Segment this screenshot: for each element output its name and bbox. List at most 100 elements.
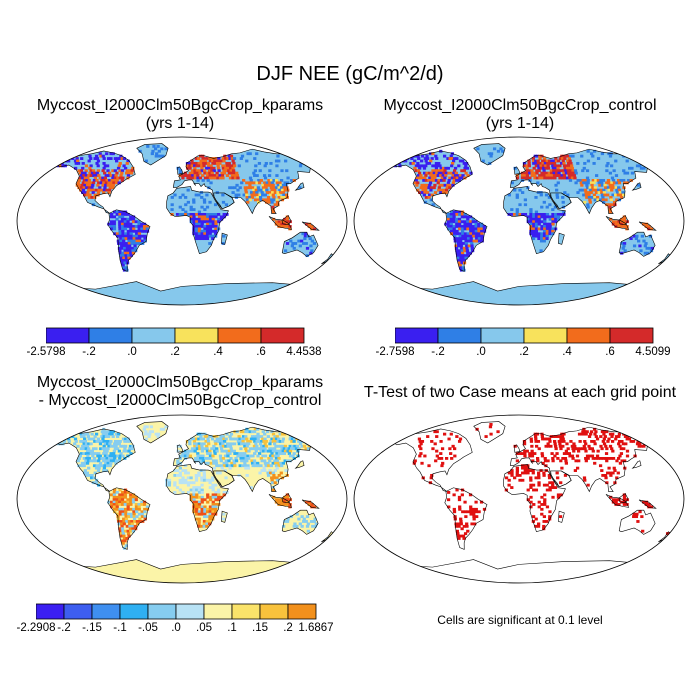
grid-cell bbox=[197, 225, 202, 228]
grid-cell bbox=[445, 186, 449, 190]
grid-cell bbox=[217, 493, 221, 497]
grid-cell bbox=[82, 442, 86, 446]
grid-cell bbox=[113, 176, 118, 180]
grid-cell bbox=[280, 464, 284, 468]
grid-cell bbox=[455, 178, 459, 182]
grid-cell bbox=[120, 246, 124, 250]
grid-cell bbox=[463, 213, 467, 216]
grid-cell bbox=[93, 157, 97, 160]
grid-cell bbox=[604, 198, 608, 202]
grid-cell bbox=[126, 232, 131, 236]
grid-cell bbox=[528, 176, 532, 180]
grid-cell bbox=[232, 461, 237, 465]
grid-cell bbox=[546, 459, 550, 463]
grid-cell bbox=[127, 171, 131, 175]
grid-cell bbox=[287, 452, 292, 455]
grid-cell bbox=[143, 239, 147, 243]
grid-cell bbox=[304, 447, 308, 451]
grid-cell bbox=[521, 466, 525, 470]
grid-cell bbox=[570, 454, 575, 458]
grid-cell bbox=[255, 427, 260, 431]
grid-cell bbox=[535, 154, 540, 158]
grid-cell bbox=[213, 176, 218, 180]
grid-cell bbox=[95, 157, 100, 160]
grid-cell bbox=[82, 464, 86, 468]
grid-cell bbox=[425, 191, 430, 194]
grid-cell bbox=[111, 183, 115, 187]
grid-cell bbox=[540, 495, 544, 499]
grid-cell bbox=[124, 510, 128, 514]
grid-cell bbox=[554, 169, 558, 173]
grid-cell bbox=[248, 186, 253, 190]
grid-cell bbox=[587, 444, 591, 448]
grid-cell bbox=[429, 198, 433, 202]
grid-cell bbox=[145, 229, 150, 233]
grid-cell bbox=[201, 456, 205, 460]
grid-cell bbox=[143, 432, 147, 436]
grid-cell bbox=[142, 500, 147, 504]
grid-cell bbox=[93, 193, 97, 197]
grid-cell bbox=[274, 159, 279, 163]
grid-cell bbox=[181, 476, 185, 480]
grid-cell bbox=[206, 213, 210, 216]
grid-cell bbox=[587, 181, 591, 185]
grid-cell bbox=[529, 208, 533, 211]
grid-cell bbox=[129, 217, 133, 221]
grid-cell bbox=[89, 164, 93, 168]
grid-cell bbox=[551, 495, 555, 499]
grid-cell bbox=[632, 244, 637, 248]
grid-cell bbox=[534, 476, 538, 480]
grid-cell bbox=[277, 464, 281, 468]
grid-cell bbox=[102, 178, 107, 182]
grid-cell bbox=[578, 447, 582, 451]
grid-cell bbox=[480, 234, 484, 238]
grid-cell bbox=[97, 174, 101, 177]
colorbar-tick-label: -2.7598 bbox=[375, 346, 415, 358]
grid-cell bbox=[594, 188, 598, 192]
grid-cell bbox=[220, 449, 224, 453]
grid-cell bbox=[430, 157, 434, 160]
grid-cell bbox=[542, 157, 547, 160]
grid-cell bbox=[568, 159, 572, 163]
grid-cell bbox=[521, 191, 525, 194]
grid-cell bbox=[200, 476, 204, 480]
grid-cell bbox=[457, 217, 462, 221]
grid-cell bbox=[120, 225, 125, 228]
grid-cell bbox=[197, 471, 201, 475]
grid-cell bbox=[304, 520, 308, 523]
grid-cell bbox=[186, 454, 190, 458]
grid-cell bbox=[272, 442, 277, 446]
colorbar-tick-label: -.2 bbox=[431, 346, 445, 358]
colorbar-swatch bbox=[36, 603, 65, 620]
grid-cell bbox=[613, 481, 617, 485]
grid-cell bbox=[432, 178, 436, 182]
grid-cell bbox=[83, 439, 88, 443]
grid-cell bbox=[312, 242, 317, 245]
grid-cell bbox=[538, 154, 542, 158]
grid-cell bbox=[270, 198, 274, 202]
grid-cell bbox=[131, 493, 136, 497]
grid-cell bbox=[515, 452, 520, 455]
grid-cell bbox=[124, 507, 128, 511]
grid-cell bbox=[265, 191, 270, 194]
grid-cell bbox=[295, 435, 300, 438]
grid-cell bbox=[637, 239, 641, 243]
grid-cell bbox=[85, 178, 89, 182]
grid-cell bbox=[523, 471, 527, 475]
grid-cell bbox=[525, 164, 529, 168]
grid-cell bbox=[452, 507, 456, 511]
grid-cell bbox=[646, 251, 650, 255]
grid-cell bbox=[425, 171, 429, 175]
grid-cell bbox=[453, 169, 457, 173]
grid-cell bbox=[304, 232, 308, 236]
grid-cell bbox=[157, 149, 161, 153]
grid-cell bbox=[419, 442, 423, 446]
grid-cell bbox=[535, 171, 539, 175]
grid-cell bbox=[452, 213, 456, 216]
grid-cell bbox=[252, 191, 256, 194]
grid-cell bbox=[434, 161, 439, 165]
grid-cell bbox=[553, 161, 557, 165]
grid-cell bbox=[252, 430, 257, 434]
grid-cell bbox=[277, 196, 281, 199]
grid-cell bbox=[221, 442, 225, 446]
